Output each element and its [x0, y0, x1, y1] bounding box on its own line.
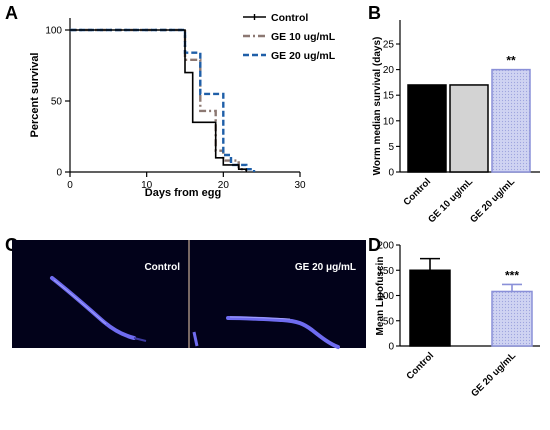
a-x-tick-label: 10 [141, 180, 153, 191]
micrograph-ge20 [190, 240, 366, 348]
a-y-axis-label: Percent survival [29, 53, 41, 138]
d-bar [491, 290, 533, 347]
b-bar [449, 84, 489, 173]
b-y-tick-label: 10 [383, 116, 395, 127]
micrograph-label-ge20: GE 20 μg/mL [295, 262, 356, 273]
worm-ge20-highlight [229, 316, 291, 320]
micrograph-panel: Control GE 20 μg/mL [12, 240, 366, 349]
a-series-line-0 [70, 29, 248, 172]
panel-letter-d: D [368, 235, 381, 255]
d-y-tick-label: 150 [377, 266, 394, 277]
a-y-tick-label: 100 [45, 26, 62, 37]
a-x-tick-label: 0 [67, 180, 73, 191]
d-y-tick-label: 100 [377, 291, 394, 302]
micrograph-label-control: Control [144, 262, 180, 273]
b-x-tick-label: GE 20 ug/mL [468, 176, 517, 225]
d-x-tick-label: Control [404, 350, 436, 382]
a-x-tick-label: 30 [294, 180, 306, 191]
d-y-tick-label: 0 [388, 342, 394, 353]
d-significance-label: *** [505, 268, 519, 282]
b-y-tick-label: 25 [383, 40, 395, 51]
d-y-tick-label: 50 [383, 316, 395, 327]
b-y-tick-label: 5 [388, 142, 394, 153]
a-series-line-2 [70, 28, 256, 172]
d-x-tick-label: GE 20 ug/mL [469, 350, 518, 399]
panel-letter-a: A [5, 3, 18, 23]
worm-ge20-fragment [192, 331, 199, 347]
a-series-line-1 [70, 28, 248, 172]
a-y-tick-label: 0 [56, 168, 62, 179]
b-y-axis-label: Worm median survival (days) [372, 37, 383, 176]
b-significance-label: ** [506, 54, 516, 68]
a-x-axis-label: Days from egg [145, 187, 221, 199]
survival-chart: 0 50 100 0 10 20 30 Days from egg Percent sur… [29, 12, 336, 199]
a-legend-label: Control [271, 12, 308, 24]
a-x-tick-label: 20 [218, 180, 230, 191]
worm-ge20 [226, 316, 340, 349]
d-y-axis-label: Mean Lipofuscin [375, 257, 386, 336]
micrograph-control [12, 240, 188, 348]
worm-control-highlight [53, 279, 107, 325]
worm-control-tail [133, 337, 147, 342]
d-y-tick-label: 200 [377, 241, 394, 252]
d-bar [409, 269, 451, 347]
a-legend-label: GE 20 ug/mL [271, 50, 336, 62]
b-bar [491, 68, 531, 173]
b-y-tick-label: 0 [388, 168, 394, 179]
a-y-tick-label: 50 [51, 97, 63, 108]
a-legend-label: GE 10 ug/mL [271, 31, 336, 43]
b-x-tick-label: Control [401, 176, 433, 208]
b-y-tick-label: 20 [383, 65, 395, 76]
b-bar [407, 84, 447, 173]
b-y-tick-label: 15 [383, 91, 395, 102]
lipofuscin-chart: 0 50 100 150 200 *** Control GE 20 ug/mL Mean… [375, 241, 540, 399]
panel-letter-b: B [368, 3, 381, 23]
